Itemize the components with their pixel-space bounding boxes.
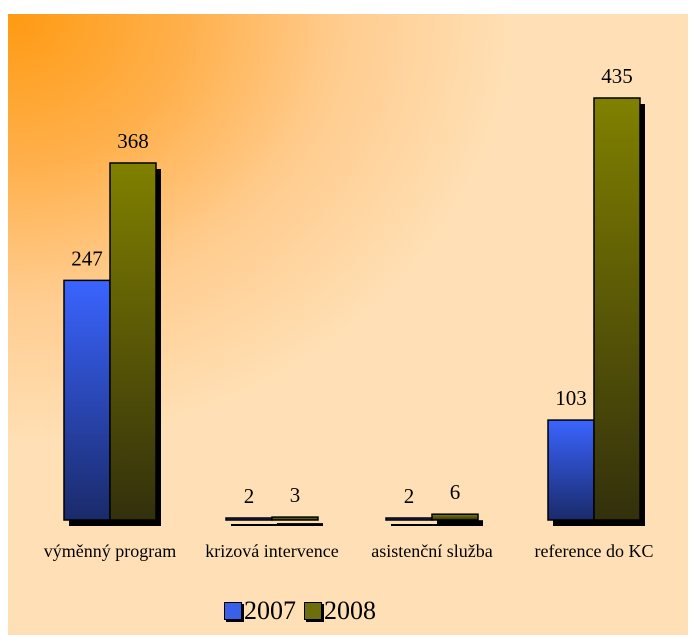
value-label-2007-3: 103 (555, 386, 587, 410)
bar-shadow (231, 524, 277, 526)
value-label-2007-1: 2 (244, 484, 255, 508)
bar-shadow (277, 523, 323, 526)
legend-label-2008: 2008 (324, 596, 376, 626)
bar-2007-2 (386, 518, 432, 520)
value-label-2008-0: 368 (117, 129, 149, 153)
value-label-2007-2: 2 (404, 484, 415, 508)
bar-2007-0 (64, 280, 110, 520)
bar-shadow (391, 524, 437, 526)
legend-swatch-2007 (224, 602, 242, 620)
value-label-2007-0: 247 (71, 246, 103, 270)
category-label-3: reference do KC (535, 541, 654, 561)
category-label-0: výměnný program (44, 541, 176, 561)
value-label-2008-3: 435 (601, 64, 633, 88)
legend-label-2007: 2007 (244, 596, 296, 626)
legend-item-2008: 2008 (304, 596, 376, 626)
bar-2008-2 (432, 514, 478, 520)
category-label-2: asistenční služba (371, 541, 492, 561)
bar-2007-1 (226, 518, 272, 520)
bar-2008-3 (594, 98, 640, 520)
bar-2007-3 (548, 420, 594, 520)
legend: 2007 2008 (224, 596, 376, 626)
legend-swatch-2008 (304, 602, 322, 620)
value-label-2008-1: 3 (290, 483, 301, 507)
value-label-2008-2: 6 (450, 480, 461, 504)
bar-2008-1 (272, 517, 318, 520)
category-label-1: krizová intervence (205, 541, 338, 561)
legend-item-2007: 2007 (224, 596, 296, 626)
bar-2008-0 (110, 163, 156, 520)
bar-shadow (437, 520, 483, 526)
